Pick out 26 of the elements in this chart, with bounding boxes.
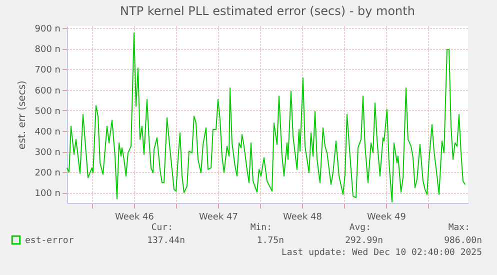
chart-title: NTP kernel PLL estimated error (secs) - by month	[120, 4, 415, 18]
y-tick-label: 300 n	[34, 148, 60, 158]
text: Max:	[448, 223, 470, 233]
x-tick-label: Week 46	[115, 212, 154, 222]
y-axis-title: est. err (secs)	[16, 80, 28, 150]
x-tick-label: Week 47	[199, 212, 238, 222]
y-tick-label: 100 n	[34, 189, 60, 200]
x-tick-label: Week 49	[367, 212, 406, 222]
legend-label: est-error	[25, 236, 74, 246]
text: Avg:	[349, 223, 371, 233]
text: 1.75n	[256, 236, 284, 246]
y-tick-label: 400 n	[34, 127, 60, 138]
text: Cur:	[151, 223, 173, 233]
y-tick-label: 800 n	[34, 45, 60, 56]
text: Min:	[250, 223, 272, 233]
y-tick-label: 900 n	[34, 24, 60, 35]
text: 137.44n	[147, 236, 185, 246]
y-tick-label: 500 n	[34, 106, 60, 117]
text: Last update: Wed Dec 10 02:40:00 2025	[282, 248, 482, 258]
y-tick-label: 200 n	[34, 168, 60, 179]
text: 986.00n	[444, 236, 482, 246]
x-tick-label: Week 48	[283, 212, 322, 222]
y-tick-label: 600 n	[34, 86, 60, 96]
text: 292.99n	[345, 236, 383, 246]
y-tick-label: 700 n	[34, 66, 60, 76]
line-series	[66, 32, 466, 202]
